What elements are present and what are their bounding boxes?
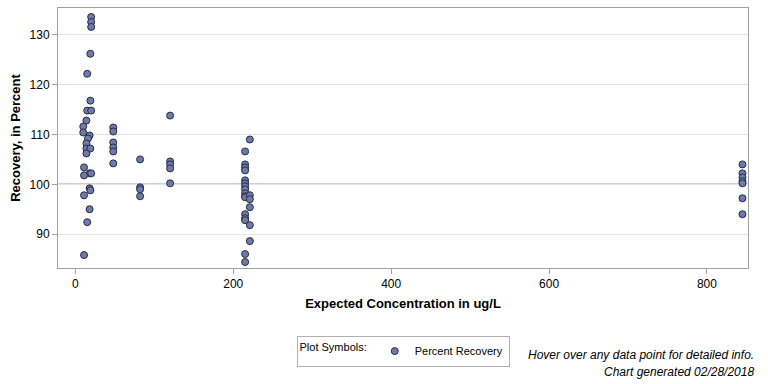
svg-text:120: 120 <box>30 78 50 92</box>
svg-text:600: 600 <box>539 277 559 291</box>
svg-text:400: 400 <box>381 277 401 291</box>
svg-text:800: 800 <box>697 277 717 291</box>
svg-text:Recovery, in Percent: Recovery, in Percent <box>8 74 23 202</box>
svg-text:Chart generated 02/28/2018: Chart generated 02/28/2018 <box>604 365 754 379</box>
svg-text:Percent Recovery: Percent Recovery <box>415 345 503 357</box>
svg-text:110: 110 <box>30 128 49 142</box>
svg-text:100: 100 <box>30 178 50 192</box>
svg-text:0: 0 <box>72 277 79 291</box>
svg-text:Plot Symbols:: Plot Symbols: <box>300 341 367 353</box>
svg-text:200: 200 <box>223 277 243 291</box>
svg-text:Expected Concentration in ug/L: Expected Concentration in ug/L <box>305 296 501 311</box>
svg-text:90: 90 <box>36 227 50 241</box>
svg-text:130: 130 <box>30 28 50 42</box>
svg-text:Hover over any data point for: Hover over any data point for detailed i… <box>528 348 754 362</box>
